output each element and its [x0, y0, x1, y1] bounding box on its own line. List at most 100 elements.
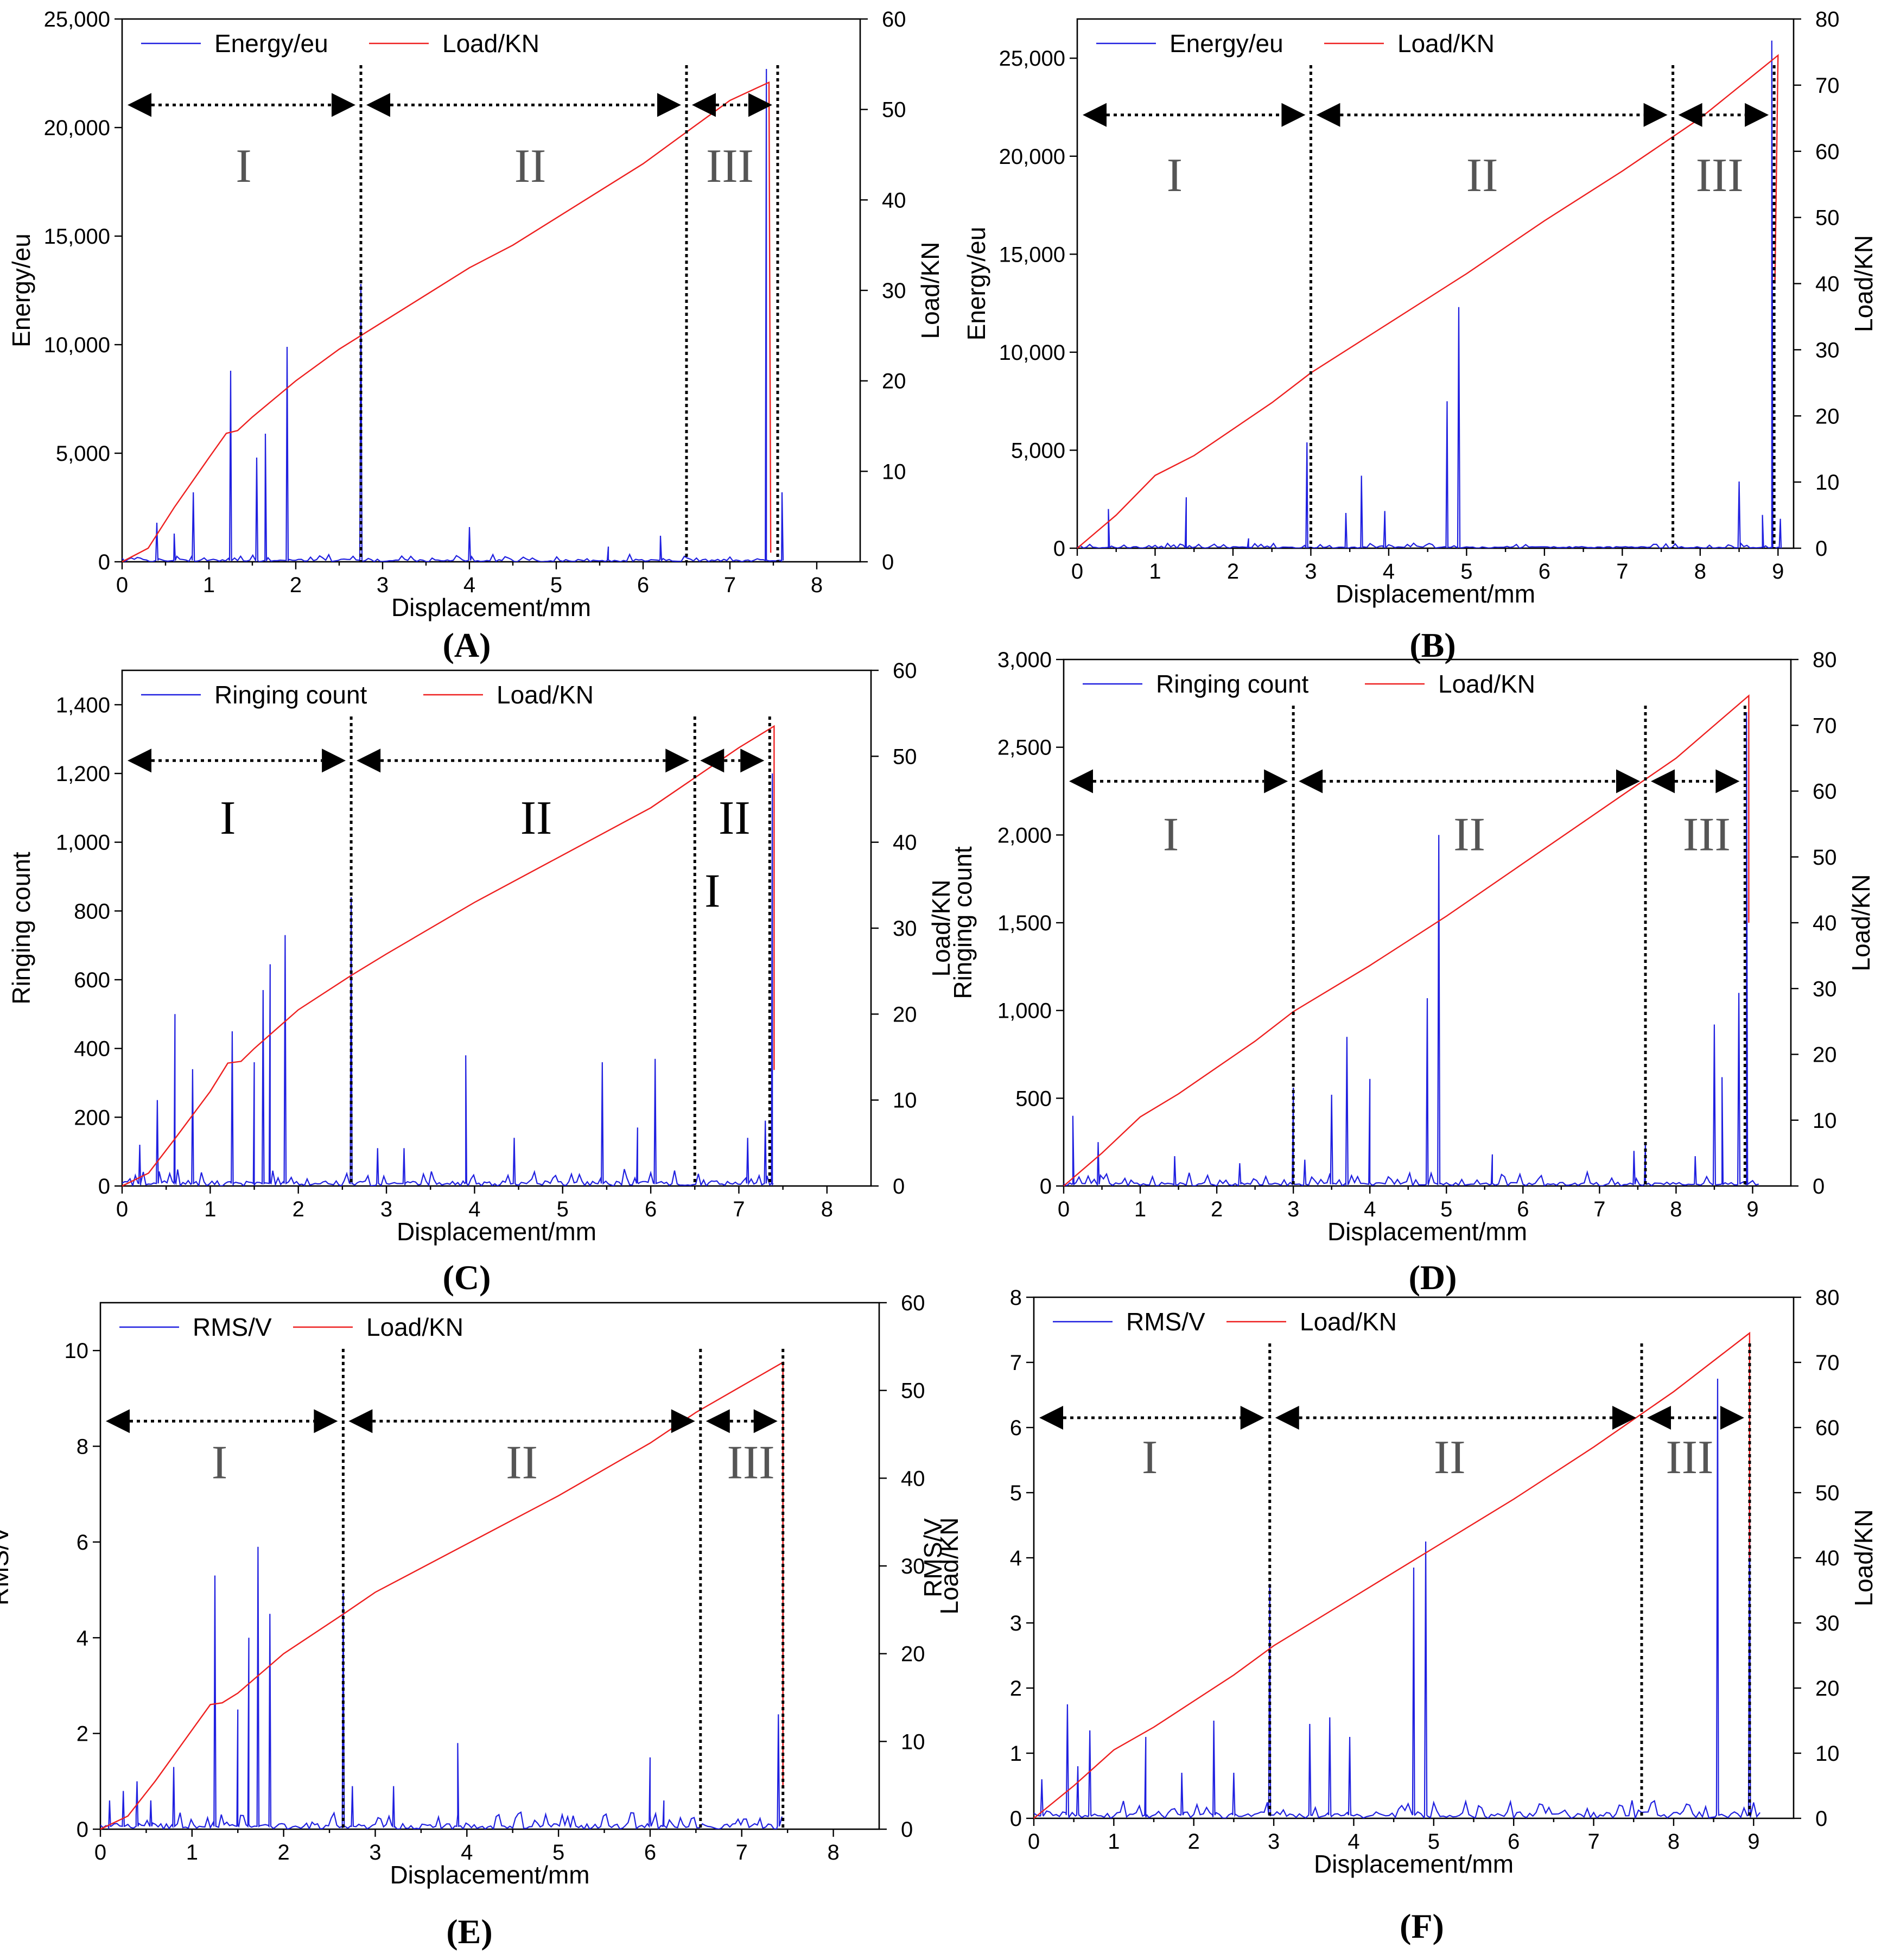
y2-tick-label: 80	[1815, 8, 1840, 31]
panel-label: (D)	[1409, 1258, 1457, 1297]
x-tick-label: 5	[552, 1841, 564, 1864]
arrow-right-icon	[1643, 103, 1668, 127]
y2-tick-label: 60	[882, 8, 906, 31]
x-tick-label: 5	[557, 1197, 569, 1221]
x-tick-label: 1	[186, 1841, 198, 1864]
y-tick-label: 3	[1010, 1612, 1022, 1635]
y-tick-label: 25,000	[999, 47, 1065, 71]
arrow-right-icon	[748, 93, 772, 117]
y-axis-title: Energy/eu	[962, 227, 990, 341]
y2-tick-label: 40	[901, 1467, 925, 1490]
y2-tick-label: 70	[1815, 74, 1840, 98]
y2-tick-label: 0	[901, 1818, 913, 1842]
y-tick-label: 6	[1010, 1416, 1022, 1440]
arrow-right-icon	[665, 749, 690, 773]
arrow-right-icon	[1616, 769, 1640, 794]
signal-series-line	[1077, 40, 1782, 548]
y-tick-label: 10,000	[999, 341, 1065, 365]
load-series-line	[1033, 1331, 1751, 1819]
x-tick-label: 1	[1108, 1830, 1120, 1854]
legend-label-signal: Ringing count	[1156, 670, 1309, 698]
y2-tick-label: 70	[1813, 714, 1837, 738]
x-tick-label: 5	[1428, 1830, 1440, 1854]
y-axis-title: Energy/eu	[7, 233, 35, 347]
y-tick-label: 4	[1010, 1546, 1022, 1570]
signal-series-line	[122, 773, 774, 1186]
y2-tick-label: 30	[901, 1555, 925, 1578]
y2-tick-label: 60	[1815, 1416, 1840, 1440]
legend-label-load: Load/KN	[1300, 1308, 1397, 1336]
y2-tick-label: 60	[893, 659, 917, 683]
x-tick-label: 6	[644, 1841, 656, 1864]
arrow-left-icon	[1647, 1406, 1671, 1430]
load-series-line	[100, 1361, 784, 1830]
x-tick-label: 0	[1028, 1830, 1040, 1854]
x-tick-label: 2	[290, 573, 302, 597]
x-tick-label: 5	[1460, 560, 1472, 583]
x-tick-label: 1	[1149, 560, 1161, 583]
x-tick-label: 9	[1746, 1197, 1758, 1221]
arrow-right-icon	[332, 93, 355, 117]
plot-frame	[99, 1302, 880, 1830]
y-axis-title: RMS/V	[919, 1518, 947, 1597]
y-tick-label: 10,000	[44, 333, 110, 357]
y-tick-label: 200	[74, 1106, 110, 1130]
arrow-right-icon	[314, 1409, 338, 1433]
y2-tick-label: 10	[1815, 1742, 1840, 1766]
y2-tick-label: 30	[893, 917, 917, 941]
legend-label-load: Load/KN	[497, 681, 594, 709]
y2-tick-label: 10	[893, 1089, 917, 1113]
stage-label: III	[1666, 1431, 1713, 1484]
x-tick-label: 3	[380, 1197, 392, 1221]
arrow-left-icon	[357, 749, 381, 773]
y-tick-label: 1,000	[56, 831, 110, 855]
arrow-right-icon	[322, 749, 346, 773]
y-tick-label: 500	[1015, 1087, 1052, 1111]
legend-label-signal: RMS/V	[1126, 1308, 1205, 1336]
arrow-left-icon	[1299, 769, 1323, 794]
y2-tick-label: 70	[1815, 1351, 1840, 1375]
legend-label-signal: RMS/V	[193, 1313, 272, 1341]
y2-tick-label: 50	[901, 1379, 925, 1403]
arrow-right-icon	[1612, 1406, 1636, 1430]
y-tick-label: 8	[1010, 1286, 1022, 1310]
y2-tick-label: 80	[1815, 1286, 1840, 1310]
x-tick-label: 4	[1383, 560, 1395, 583]
y-tick-label: 3,000	[997, 648, 1052, 672]
y-tick-label: 0	[1040, 1175, 1052, 1198]
arrow-right-icon	[1720, 1406, 1744, 1430]
panel-label: (F)	[1400, 1907, 1444, 1945]
chart-panel-c: 0 1 2 3 4 5 6 7 8 0 200 400 600 800 1,000 1,200 1,400 0 10…	[7, 659, 955, 1297]
x-tick-label: 3	[1268, 1830, 1280, 1854]
x-tick-label: 6	[637, 573, 649, 597]
y-axis-title: Ringing count	[7, 852, 35, 1005]
y-tick-label: 2,500	[997, 736, 1052, 760]
y2-tick-label: 20	[1815, 404, 1840, 428]
chart-panel-b: 0 1 2 3 4 5 6 7 8 9 0 5,000 10,000 15,000 20,000 25,000…	[962, 8, 1878, 664]
y2-tick-label: 0	[1815, 1807, 1827, 1831]
load-series-line	[1077, 54, 1779, 549]
y-tick-label: 1,000	[997, 999, 1052, 1023]
plot-frame	[121, 669, 872, 1187]
stage-label: I	[236, 140, 251, 193]
arrow-left-icon	[366, 93, 390, 117]
y2-tick-label: 10	[882, 460, 906, 484]
x-tick-label: 6	[645, 1197, 657, 1221]
y2-tick-label: 20	[1813, 1043, 1837, 1067]
x-tick-label: 0	[116, 573, 128, 597]
x-tick-label: 2	[1227, 560, 1239, 583]
y2-tick-label: 50	[882, 98, 906, 122]
stage-label: I	[220, 792, 236, 845]
arrow-right-icon	[657, 93, 681, 117]
x-tick-label: 1	[1134, 1197, 1146, 1221]
x-axis-title: Displacement/mm	[390, 1861, 589, 1889]
y-tick-label: 2,000	[997, 823, 1052, 847]
chart-panel-d: 0 1 2 3 4 5 6 7 8 9 0 500 1,000 1,500 2,000 2,500 3,000 0…	[949, 648, 1875, 1297]
x-tick-label: 3	[377, 573, 389, 597]
y-tick-label: 1,500	[997, 911, 1052, 935]
arrow-right-icon	[740, 749, 765, 773]
arrow-right-icon	[1240, 1406, 1264, 1430]
x-tick-label: 4	[468, 1197, 480, 1221]
signal-series-line	[122, 68, 784, 562]
